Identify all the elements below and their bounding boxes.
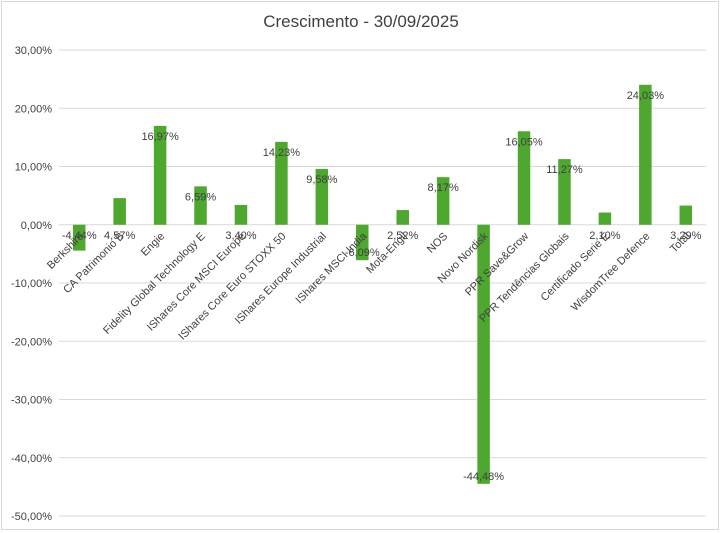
x-category-label: Engie <box>139 230 167 258</box>
data-label: 2,10% <box>589 230 620 242</box>
data-label: 3,29% <box>670 230 701 242</box>
bar <box>234 204 248 225</box>
data-label: 4,57% <box>104 230 135 242</box>
bar <box>477 224 490 484</box>
data-labels: -4,44% 4,57% 16,97% 6,59% 3,40% 14,23% 9,58% -6… <box>62 90 702 483</box>
bar <box>194 186 207 225</box>
gridlines <box>59 49 706 517</box>
bar <box>558 159 571 225</box>
x-category-label: NOS <box>425 230 450 255</box>
y-tick-label: -50,00% <box>11 511 52 523</box>
y-tick-label: 30,00% <box>15 45 53 57</box>
y-tick-label: 0,00% <box>21 220 52 232</box>
bar <box>598 212 612 225</box>
data-label: 16,05% <box>505 136 543 148</box>
bar <box>517 131 531 225</box>
bar <box>679 205 693 225</box>
data-label: 24,03% <box>627 90 665 102</box>
x-category-label: WisdomTree Defence <box>569 230 652 313</box>
bar <box>113 198 126 225</box>
bar <box>275 141 288 225</box>
y-tick-label: 20,00% <box>15 103 53 115</box>
data-label: -4,44% <box>62 230 97 242</box>
bar <box>396 210 409 225</box>
bar <box>72 224 86 251</box>
x-category-label: IShares MSCI India <box>293 230 370 307</box>
y-tick-label: -20,00% <box>11 336 52 348</box>
bar <box>315 168 329 225</box>
data-label: 14,23% <box>263 147 301 159</box>
bars <box>72 84 693 484</box>
y-tick-label: 10,00% <box>15 162 53 174</box>
data-label: 2,52% <box>387 230 418 242</box>
data-label: 6,59% <box>185 191 216 203</box>
data-label: 8,17% <box>428 182 459 194</box>
data-label: 16,97% <box>141 131 179 143</box>
chart-title: Crescimento - 30/09/2025 <box>263 12 459 31</box>
y-tick-label: -30,00% <box>11 395 52 407</box>
y-tick-label: -10,00% <box>11 278 52 290</box>
bar <box>639 84 652 225</box>
data-label: 11,27% <box>546 164 583 176</box>
data-label: -44,48% <box>463 471 504 483</box>
y-tick-label: -40,00% <box>11 453 52 465</box>
bar <box>153 125 167 225</box>
data-label: 3,40% <box>225 230 256 242</box>
bar <box>436 177 450 225</box>
data-label: -6,09% <box>345 247 380 259</box>
bar <box>356 224 369 261</box>
y-axis-ticks: 30,00% 20,00% 10,00% 0,00% -10,00% -20,00% -30… <box>11 45 52 523</box>
data-label: 9,58% <box>306 174 337 186</box>
